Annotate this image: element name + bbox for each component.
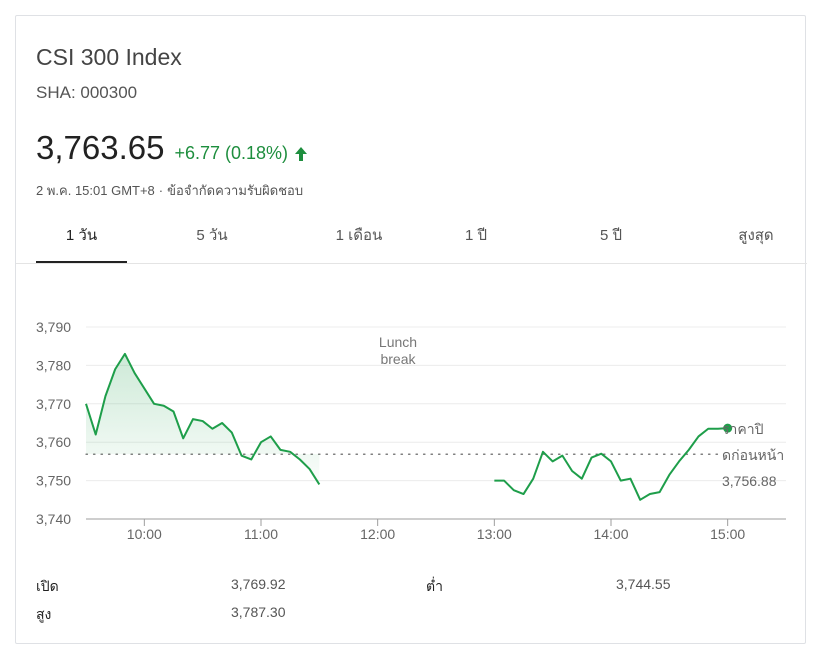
current-price: 3,763.65	[36, 129, 165, 166]
previous-close-label-line-1: ราคาปิ	[722, 422, 764, 438]
tab-1-day[interactable]: 1 วัน	[65, 227, 98, 244]
range-tabs: 1 วัน 5 วัน 1 เดือน 1 ปี 5 ปี สูงสุด	[36, 221, 807, 264]
x-tick-label: 13:00	[477, 526, 512, 542]
stat-open-label: เปิด	[36, 578, 59, 594]
stat-low-label: ต่ำ	[426, 578, 443, 594]
index-title: CSI 300 Index	[36, 44, 182, 70]
current-price-point	[723, 423, 733, 433]
tab-max[interactable]: สูงสุด	[738, 227, 774, 244]
stat-high-value: 3,787.30	[231, 604, 286, 620]
previous-close-value: 3,756.88	[722, 473, 777, 489]
y-tick-label: 3,760	[36, 434, 71, 450]
active-tab-indicator	[36, 261, 127, 264]
y-tick-label: 3,740	[36, 511, 71, 527]
price-line-afternoon	[494, 427, 728, 501]
y-tick-label: 3,770	[36, 396, 71, 412]
tab-1-month[interactable]: 1 เดือน	[335, 227, 383, 244]
x-tick-label: 12:00	[360, 526, 395, 542]
meta-separator: ·	[158, 183, 164, 198]
lunch-break-label-line-2: break	[380, 351, 416, 367]
y-tick-label: 3,750	[36, 473, 71, 489]
price-change: +6.77 (0.18%)	[174, 143, 308, 164]
price-row: 3,763.65 +6.77 (0.18%)	[36, 129, 308, 167]
stat-high-label: สูง	[36, 606, 52, 622]
x-tick-label: 10:00	[127, 526, 162, 542]
area-fill-morning	[86, 353, 320, 485]
previous-close-label-line-2: ดก่อนหน้า	[722, 448, 784, 464]
stock-card: CSI 300 Index SHA: 000300 3,763.65 +6.77…	[15, 15, 807, 644]
price-meta: 2 พ.ค. 15:01 GMT+8 · ข้อจำกัดความรับผิดชอบ	[36, 180, 303, 201]
ticker-symbol: SHA: 000300	[36, 83, 138, 102]
x-tick-label: 15:00	[710, 526, 745, 542]
tab-1-year[interactable]: 1 ปี	[464, 227, 488, 244]
intraday-chart[interactable]: 3,740 3,750 3,760 3,770 3,780 3,790 10:00 11:00…	[16, 16, 807, 576]
y-tick-label: 3,780	[36, 357, 71, 373]
tab-5-years[interactable]: 5 ปี	[599, 227, 623, 244]
y-tick-label: 3,790	[36, 319, 71, 335]
stat-open-value: 3,769.92	[231, 576, 286, 592]
lunch-break-label-line-1: Lunch	[379, 334, 417, 350]
disclaimer-link[interactable]: ข้อจำกัดความรับผิดชอบ	[167, 183, 304, 198]
price-line-morning	[85, 352, 321, 485]
tabs-divider	[16, 263, 807, 264]
price-change-text: +6.77 (0.18%)	[174, 143, 289, 163]
stat-low-value: 3,744.55	[616, 576, 671, 592]
timestamp: 2 พ.ค. 15:01 GMT+8	[36, 183, 155, 198]
x-tick-label: 14:00	[593, 526, 628, 542]
tab-5-days[interactable]: 5 วัน	[196, 227, 228, 244]
arrow-up-icon	[295, 146, 308, 161]
x-tick-label: 11:00	[244, 526, 278, 542]
